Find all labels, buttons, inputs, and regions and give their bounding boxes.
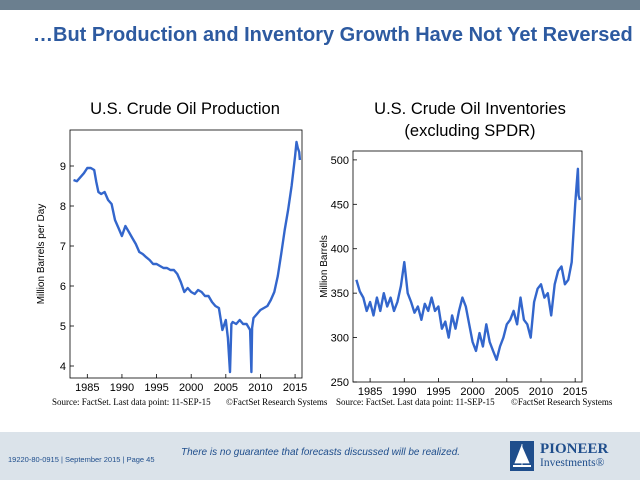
production-plot-frame [69,129,303,379]
inventories-y-tick-label: 300 [331,333,349,345]
production-y-tick-label: 9 [60,161,66,173]
inventories-y-axis-label: Million Barrels [319,235,330,298]
production-copyright: ©FactSet Research Systems [226,397,328,407]
inventories-y-tick-label: 400 [331,244,349,256]
inventories-chart-title: U.S. Crude Oil Inventories [374,100,566,118]
production-x-tick-label: 2015 [283,382,307,394]
inventories-y-tick-label: 250 [331,377,349,389]
inventories-y-tick-label: 500 [331,155,349,167]
production-x-tick-label: 1995 [144,382,168,394]
production-y-tick-label: 6 [60,281,66,293]
production-x-tick-label: 1985 [75,382,99,394]
top-bar [0,0,640,10]
footer-reference: 19220-80-0915 | September 2015 | Page 45 [8,455,155,464]
inventories-x-tick-label: 1985 [358,386,382,398]
inventories-source-note: Source: FactSet. Last data point: 11-SEP… [336,397,495,407]
logo-subtitle: Investments® [540,457,605,469]
inventories-y-tick-label: 350 [331,288,349,300]
disclaimer: There is no guarantee that forecasts dis… [181,447,461,458]
production-x-tick-label: 2010 [248,382,272,394]
logo-name: PIONEER [540,441,609,457]
inventories-chart-subtitle: (excluding SPDR) [404,122,536,140]
inventories-y-tick-label: 450 [331,199,349,211]
production-y-tick-label: 4 [60,361,66,373]
pioneer-logo: PIONEER Investments® [510,440,630,474]
production-y-axis-label: Million Barrels per Day [36,204,47,305]
production-y-tick-label: 5 [60,321,66,333]
sailboat-icon [510,441,534,471]
inventories-x-tick-label: 1990 [392,386,416,398]
inventories-x-tick-label: 2015 [563,386,587,398]
production-series-line [73,140,302,374]
inventories-x-tick-label: 2010 [529,386,553,398]
production-x-tick-label: 2005 [214,382,238,394]
inventories-x-tick-label: 2000 [460,386,484,398]
production-x-tick-label: 1990 [110,382,134,394]
production-chart-title: U.S. Crude Oil Production [90,100,280,118]
inventories-x-tick-label: 1995 [426,386,450,398]
inventories-plot-frame [352,150,583,383]
production-x-tick-label: 2000 [179,382,203,394]
slide-title: …But Production and Inventory Growth Hav… [33,24,633,46]
production-source-note: Source: FactSet. Last data point: 11-SEP… [52,397,211,407]
production-y-tick-label: 8 [60,201,66,213]
inventories-series-line [355,167,582,361]
inventories-x-tick-label: 2005 [495,386,519,398]
inventories-copyright: ©FactSet Research Systems [511,397,613,407]
production-y-tick-label: 7 [60,241,66,253]
